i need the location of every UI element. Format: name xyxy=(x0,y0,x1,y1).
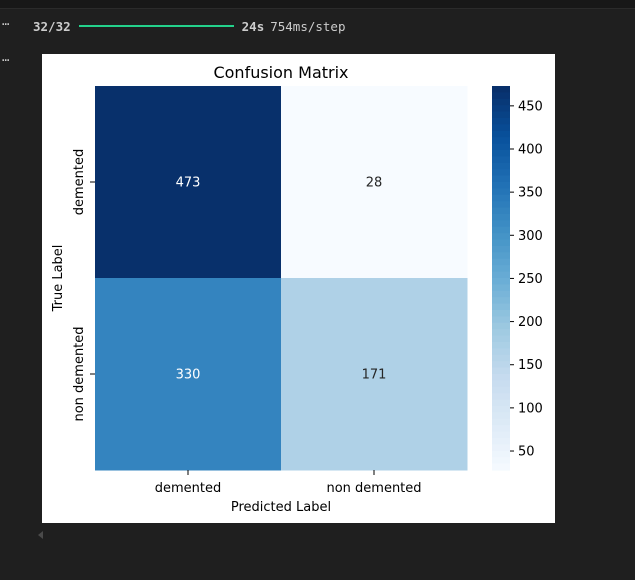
colorbar-segment-30 xyxy=(492,278,510,285)
progress-step-time: 754ms/step xyxy=(270,18,346,34)
colorbar-segment-43 xyxy=(492,361,510,369)
colorbar-segment-32 xyxy=(492,290,510,298)
colorbar-segment-29 xyxy=(492,271,510,279)
colorbar-tick-label-0: 50 xyxy=(518,445,535,460)
colorbar-segment-59 xyxy=(492,463,510,471)
colorbar-segment-5 xyxy=(492,118,510,125)
colorbar-segment-51 xyxy=(492,412,510,420)
colorbar-tick-label-1: 100 xyxy=(518,401,543,416)
colorbar-segment-56 xyxy=(492,444,510,452)
colorbar-tick-label-4: 250 xyxy=(518,272,543,287)
y-tick-label-1: non demented xyxy=(72,326,87,421)
colorbar-segment-9 xyxy=(492,143,510,151)
cell-value-label-0-0: 473 xyxy=(176,176,201,191)
colorbar-segment-46 xyxy=(492,380,510,388)
colorbar-segment-11 xyxy=(492,156,510,164)
colorbar-segment-19 xyxy=(492,207,510,215)
colorbar-segment-38 xyxy=(492,329,510,337)
colorbar-segment-26 xyxy=(492,252,510,260)
colorbar-segment-4 xyxy=(492,111,510,119)
y-axis-label: True Label xyxy=(51,245,66,313)
colorbar-tick-label-2: 150 xyxy=(518,358,543,373)
y-tick-label-0: demented xyxy=(72,149,87,216)
progress-elapsed: 24s xyxy=(241,18,265,34)
colorbar-segment-21 xyxy=(492,220,510,228)
colorbar-segment-8 xyxy=(492,137,510,145)
heatmap-cell-1-0 xyxy=(95,278,282,471)
colorbar-segment-33 xyxy=(492,297,510,305)
colorbar-segment-6 xyxy=(492,124,510,132)
colorbar-segment-12 xyxy=(492,162,510,170)
progress-bar-fill xyxy=(78,25,234,27)
colorbar-segment-0 xyxy=(492,86,510,93)
colorbar-tick-label-7: 400 xyxy=(518,142,543,157)
colorbar-segment-20 xyxy=(492,214,510,221)
colorbar-segment-34 xyxy=(492,303,510,311)
colorbar-segment-28 xyxy=(492,265,510,273)
colorbar-segment-14 xyxy=(492,175,510,183)
colorbar-segment-7 xyxy=(492,130,510,138)
cell-value-label-1-0: 330 xyxy=(176,368,201,383)
colorbar-segment-39 xyxy=(492,335,510,343)
top-cell-strip xyxy=(0,0,635,9)
colorbar-segment-57 xyxy=(492,450,510,458)
colorbar-segment-22 xyxy=(492,226,510,234)
colorbar-segment-40 xyxy=(492,342,510,349)
colorbar-segment-31 xyxy=(492,284,510,292)
heatmap-cell-0-0 xyxy=(95,86,282,279)
colorbar-segment-55 xyxy=(492,438,510,445)
colorbar-segment-15 xyxy=(492,182,510,189)
colorbar-segment-16 xyxy=(492,188,510,196)
colorbar-segment-17 xyxy=(492,194,510,202)
progress-bar xyxy=(78,25,234,27)
colorbar-segment-54 xyxy=(492,431,510,439)
x-axis-label: Predicted Label xyxy=(231,500,331,515)
colorbar-segment-41 xyxy=(492,348,510,356)
colorbar-segment-49 xyxy=(492,399,510,407)
colorbar-tick-label-3: 200 xyxy=(518,315,543,330)
progress-steps: 32/32 xyxy=(33,18,71,34)
cell-value-label-0-1: 28 xyxy=(366,176,383,191)
colorbar-segment-45 xyxy=(492,374,510,381)
colorbar-segment-23 xyxy=(492,233,510,241)
progress-output: 32/32 24s 754ms/step xyxy=(33,18,345,34)
x-tick-label-1: non demented xyxy=(326,481,421,496)
cell-output-menu-icon[interactable]: ⋯ xyxy=(2,17,10,31)
colorbar-tick-label-8: 450 xyxy=(518,99,543,114)
colorbar-segment-10 xyxy=(492,150,510,157)
heatmap-cell-1-1 xyxy=(281,278,468,471)
confusion-matrix-chart: Confusion Matrix 473 28 330 171 demented non d… xyxy=(51,63,543,515)
scroll-left-arrow-icon[interactable] xyxy=(38,531,43,539)
colorbar-segment-25 xyxy=(492,246,510,253)
colorbar-segment-44 xyxy=(492,367,510,375)
colorbar-segment-53 xyxy=(492,425,510,433)
x-tick-label-0: demented xyxy=(155,481,222,496)
colorbar-segment-47 xyxy=(492,386,510,394)
colorbar-segment-24 xyxy=(492,239,510,247)
colorbar-segment-37 xyxy=(492,322,510,330)
colorbar-segment-35 xyxy=(492,310,510,317)
chart-figure: Confusion Matrix 473 28 330 171 demented non d… xyxy=(42,54,555,523)
colorbar-segment-13 xyxy=(492,169,510,177)
colorbar-segment-36 xyxy=(492,316,510,324)
heatmap-cell-0-1 xyxy=(281,86,468,279)
colorbar-segment-50 xyxy=(492,406,510,413)
colorbar-tick-label-5: 300 xyxy=(518,229,543,244)
cell-output-menu-icon-2[interactable]: ⋯ xyxy=(2,53,10,67)
colorbar-segment-42 xyxy=(492,354,510,362)
colorbar-segment-27 xyxy=(492,258,510,266)
chart-title: Confusion Matrix xyxy=(213,63,348,82)
colorbar-segment-1 xyxy=(492,92,510,100)
colorbar-segment-3 xyxy=(492,105,510,113)
colorbar-segment-48 xyxy=(492,393,510,401)
colorbar-segment-58 xyxy=(492,457,510,465)
colorbar-segment-52 xyxy=(492,418,510,426)
colorbar-segment-18 xyxy=(492,201,510,209)
colorbar-tick-label-6: 350 xyxy=(518,186,543,201)
cell-value-label-1-1: 171 xyxy=(362,368,387,383)
colorbar-segment-2 xyxy=(492,98,510,106)
